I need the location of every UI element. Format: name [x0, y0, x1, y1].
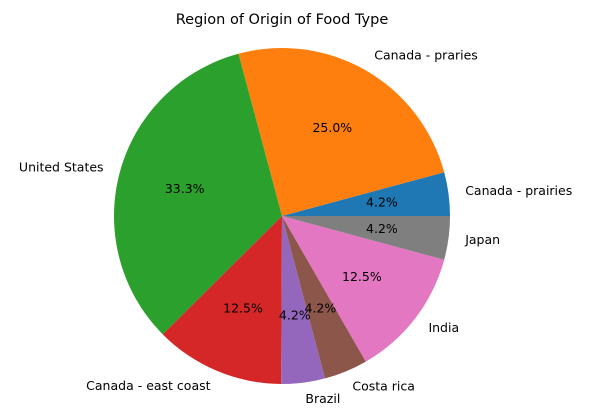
- labels-layer: Canada - prairies Canada - praries United …: [19, 47, 572, 405]
- percent-labels-layer: 4.2%25.0%33.3%12.5% 4.2%4.2%12.5%4.2%: [165, 120, 398, 322]
- slice-label-canada-prairies: Canada - prairies: [465, 183, 572, 198]
- pct-label-canada-praries: 25.0%: [312, 120, 352, 135]
- pct-label-united-states: 33.3%: [165, 181, 205, 196]
- pct-label-canada-prairies: 4.2%: [366, 194, 398, 209]
- pie-slice-costa-rica: [282, 216, 366, 379]
- slice-label-united-states: United States: [19, 159, 104, 174]
- slice-label-india: India: [428, 320, 459, 335]
- pie-slice-canada-praries: [238, 48, 445, 216]
- pct-label-india: 12.5%: [342, 269, 382, 284]
- chart-title: Region of Origin of Food Type: [176, 12, 389, 28]
- pie-slice-united-states: [114, 53, 282, 335]
- pct-label-canada-east-coast: 12.5%: [223, 300, 263, 315]
- pie-slice-canada-prairies: [282, 172, 450, 216]
- pie-slice-india: [282, 216, 445, 362]
- slice-label-japan: Japan: [464, 232, 500, 247]
- pie-slice-brazil: [281, 216, 326, 385]
- slice-label-canada-east-coast: Canada - east coast: [86, 378, 210, 393]
- slice-label-costa-rica: Costa rica: [352, 378, 415, 393]
- pie-slice-japan: [282, 216, 450, 260]
- slices-layer: [114, 48, 450, 385]
- slice-label-canada-praries: Canada - praries: [374, 47, 478, 62]
- pct-label-japan: 4.2%: [366, 221, 398, 236]
- pie-slice-canada-east-coast: [162, 216, 282, 384]
- pct-label-brazil: 4.2%: [279, 307, 311, 322]
- pct-label-costa-rica: 4.2%: [305, 301, 337, 316]
- slice-label-brazil: Brazil: [305, 391, 340, 406]
